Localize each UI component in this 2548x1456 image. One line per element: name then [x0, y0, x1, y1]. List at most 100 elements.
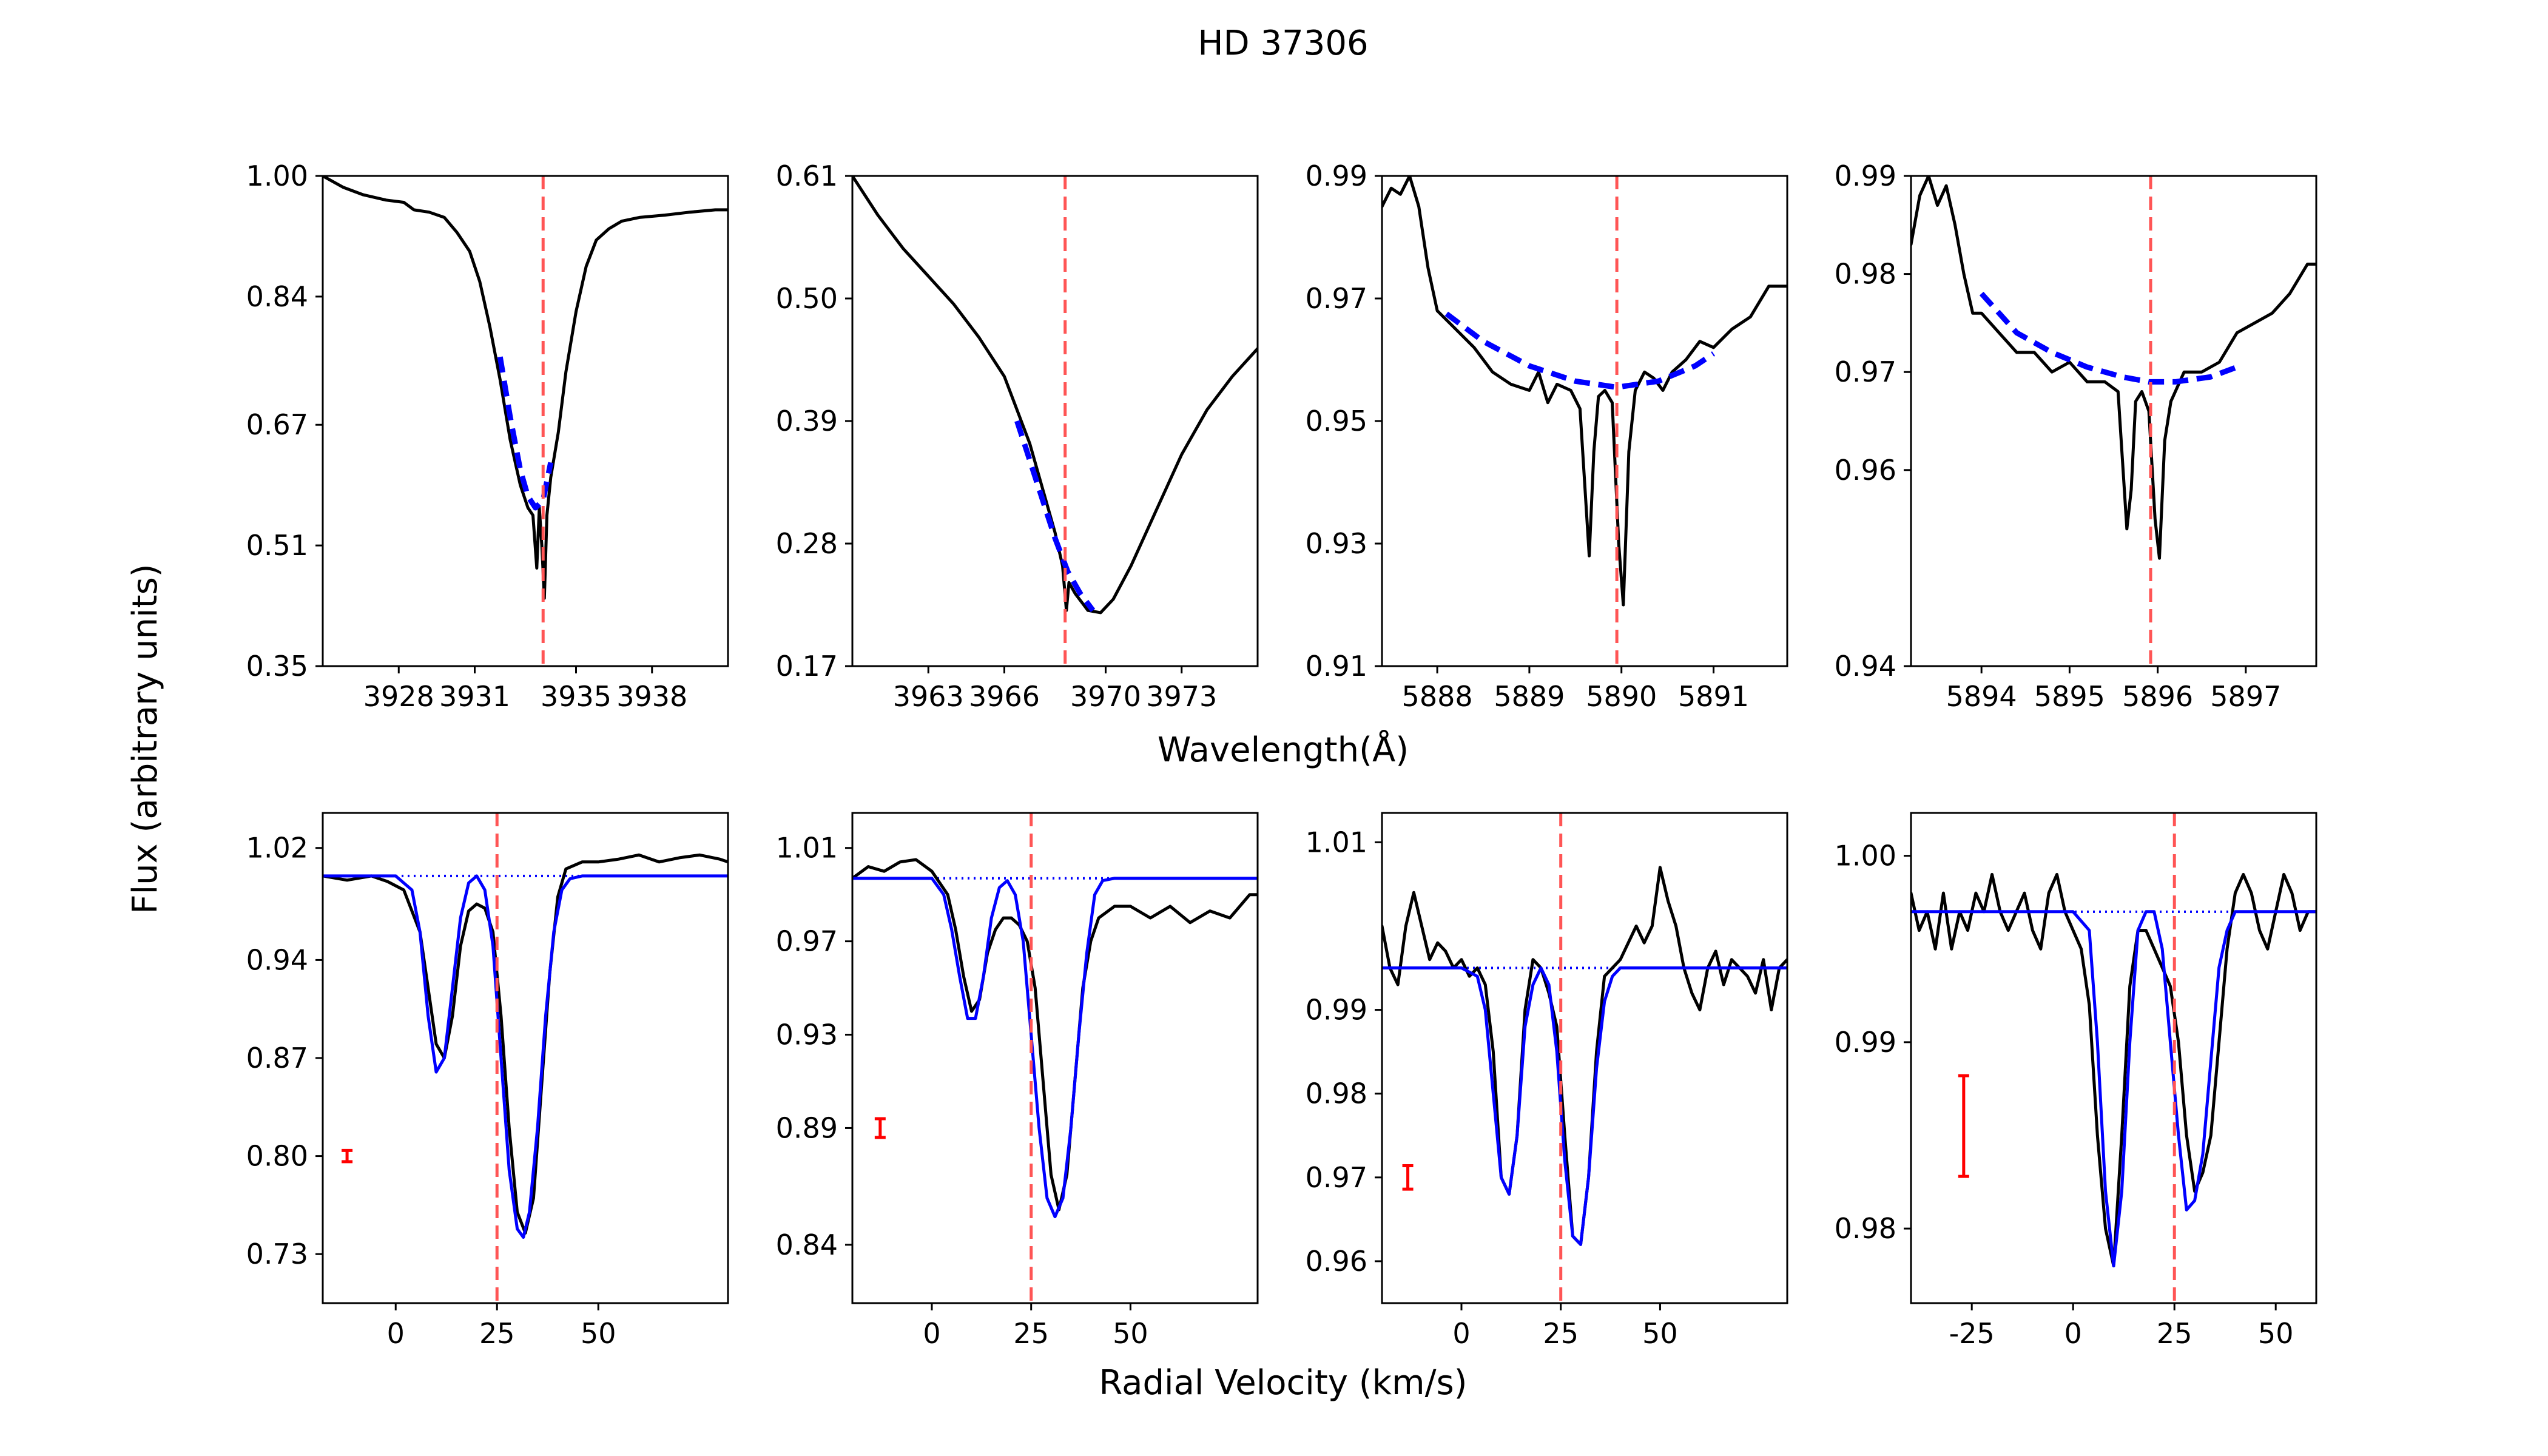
bottom-row-x-axis-label: Radial Velocity (km/s) [1099, 1363, 1468, 1403]
y-tick-label: 0.80 [246, 1140, 308, 1173]
x-tick-label: 5894 [1946, 680, 2017, 713]
y-tick-label: 0.93 [1306, 527, 1367, 560]
y-tick-label: 0.98 [1306, 1077, 1367, 1110]
x-tick-label: 50 [2258, 1317, 2294, 1350]
axes-frame [1381, 812, 1788, 1304]
x-tick-label: 50 [1113, 1317, 1148, 1350]
y-tick-label: 1.00 [246, 160, 308, 192]
y-tick-label: 0.94 [1835, 650, 1896, 682]
panels: 3928 3931 3935 3938 1.00 0.84 0.67 0.51 0.35 3963… [246, 160, 2317, 1350]
x-tick-label: 3935 [541, 680, 612, 713]
y-tick-label: 0.97 [1306, 282, 1367, 315]
x-tick-label: 3973 [1146, 680, 1217, 713]
x-tick-label: 5889 [1494, 680, 1565, 713]
y-tick-label: 0.98 [1835, 258, 1896, 291]
x-tick-label: 3928 [363, 680, 434, 713]
y-tick-label: 0.35 [246, 650, 308, 682]
x-tick-label: 25 [2157, 1317, 2192, 1350]
series-continuum_fit [497, 356, 554, 511]
x-tick-label: 3938 [616, 680, 687, 713]
panel-bottom-4: -25 0 25 50 1.00 0.99 0.98 [1835, 812, 2317, 1350]
series-spectrum [1382, 176, 1787, 607]
y-tick-label: 1.00 [1835, 840, 1896, 872]
y-tick-label: 0.98 [1835, 1212, 1896, 1245]
y-tick-label: 0.96 [1306, 1245, 1367, 1278]
x-tick-label: 3931 [439, 680, 510, 713]
series-continuum_fit [1014, 420, 1096, 612]
series-model [1911, 910, 2316, 1268]
x-tick-label: 5890 [1586, 680, 1657, 713]
series-data [852, 858, 1258, 1212]
series-spectrum [852, 176, 1258, 615]
series-spectrum [323, 176, 728, 600]
x-tick-label: 25 [479, 1317, 515, 1350]
x-tick-label: 3966 [969, 680, 1040, 713]
y-tick-label: 0.28 [776, 527, 838, 560]
axes-frame [1381, 175, 1788, 667]
panel-bottom-1: 0 25 50 1.02 0.94 0.87 0.80 0.73 [246, 812, 729, 1350]
x-tick-label: 50 [581, 1317, 616, 1350]
series-data [323, 853, 728, 1235]
plot-area [1911, 813, 2316, 1303]
panel-top-3: 5888 5889 5890 5891 0.99 0.97 0.95 0.93 0.91 [1306, 160, 1788, 713]
y-tick-label: 0.99 [1306, 160, 1367, 192]
y-tick-label: 0.84 [776, 1228, 838, 1261]
x-tick-label: 50 [1642, 1317, 1678, 1350]
x-tick-label: 25 [1543, 1317, 1579, 1350]
y-tick-label: 0.73 [246, 1238, 308, 1270]
x-tick-label: 5896 [2122, 680, 2193, 713]
series-model [852, 877, 1258, 1219]
error-bar [342, 1148, 353, 1164]
y-tick-label: 0.39 [776, 405, 838, 437]
axes-frame [322, 175, 729, 667]
series-continuum_fit [1444, 311, 1715, 390]
error-bar [874, 1117, 886, 1139]
series-model [323, 874, 728, 1239]
x-tick-label: 5897 [2210, 680, 2281, 713]
y-tick-label: 0.99 [1835, 160, 1896, 192]
plot-area [323, 176, 728, 666]
panel-bottom-3: 0 25 50 1.01 0.99 0.98 0.97 0.96 [1306, 812, 1788, 1350]
series-continuum_fit [1979, 291, 2238, 385]
y-tick-label: 1.02 [246, 832, 308, 864]
shared-y-axis-label: Flux (arbitrary units) [126, 564, 165, 914]
y-tick-label: 1.01 [1306, 826, 1367, 858]
y-tick-label: 0.97 [1835, 356, 1896, 388]
plot-area [1382, 813, 1787, 1303]
y-tick-label: 0.96 [1835, 454, 1896, 487]
series-model [1382, 966, 1787, 1246]
x-tick-label: 5895 [2034, 680, 2105, 713]
series-data [1911, 872, 2316, 1268]
y-tick-label: 1.01 [776, 832, 838, 864]
x-tick-label: 0 [923, 1317, 940, 1350]
y-tick-label: 0.50 [776, 282, 838, 315]
series-spectrum [1911, 176, 2316, 560]
x-tick-label: -25 [1949, 1317, 1995, 1350]
panel-top-4: 5894 5895 5896 5897 0.99 0.98 0.97 0.96 0.94 [1835, 160, 2317, 713]
y-tick-label: 0.93 [776, 1019, 838, 1051]
y-tick-label: 0.84 [246, 280, 308, 313]
panel-bottom-2: 0 25 50 1.01 0.97 0.93 0.89 0.84 [776, 812, 1259, 1350]
panel-top-2: 3963 3966 3970 3973 0.61 0.50 0.39 0.28 0.17 [776, 160, 1259, 713]
y-tick-label: 0.17 [776, 650, 838, 682]
y-tick-label: 0.95 [1306, 405, 1367, 437]
plot-area [323, 813, 728, 1303]
error-bar [1402, 1164, 1414, 1191]
x-tick-label: 5888 [1402, 680, 1473, 713]
error-bar [1958, 1074, 1969, 1178]
x-tick-label: 0 [1452, 1317, 1470, 1350]
axes-frame [851, 175, 1259, 667]
x-tick-label: 5891 [1678, 680, 1749, 713]
x-tick-label: 25 [1013, 1317, 1049, 1350]
series-data [1382, 866, 1787, 1246]
y-tick-label: 0.67 [246, 408, 308, 441]
y-tick-label: 0.97 [1306, 1161, 1367, 1194]
y-tick-label: 0.61 [776, 160, 838, 192]
axes-frame [1910, 175, 2317, 667]
plot-area [1382, 176, 1787, 666]
axes-frame [1910, 812, 2317, 1304]
y-tick-label: 0.99 [1835, 1026, 1896, 1059]
y-tick-label: 0.87 [246, 1042, 308, 1074]
plot-area [852, 176, 1258, 666]
